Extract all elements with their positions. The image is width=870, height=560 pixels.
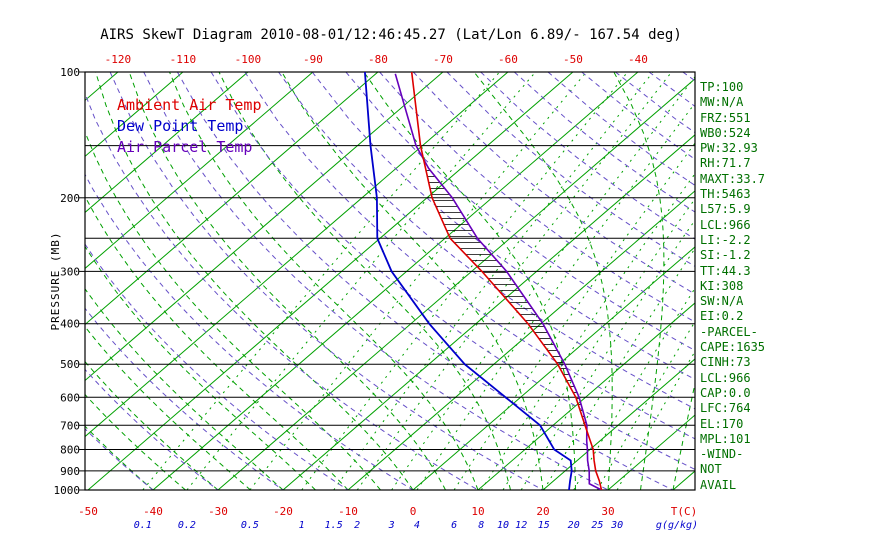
svg-text:-60: -60: [498, 53, 518, 66]
svg-text:-20: -20: [273, 505, 293, 518]
svg-text:300: 300: [60, 265, 80, 278]
stat-line: LCL:966: [700, 370, 751, 385]
stat-line: MAXT:33.7: [700, 171, 766, 186]
stat-line: SW:N/A: [700, 294, 744, 309]
svg-text:0.1: 0.1: [134, 520, 152, 531]
stat-line: AVAIL: [700, 477, 737, 492]
svg-text:900: 900: [60, 465, 80, 478]
svg-text:25: 25: [591, 520, 603, 531]
svg-text:T(C): T(C): [671, 505, 698, 518]
stat-line: TT:44.3: [700, 263, 751, 278]
stat-line: EI:0.2: [700, 309, 744, 324]
svg-text:30: 30: [601, 505, 614, 518]
pressure-axis-title: PRESSURE (MB): [49, 231, 62, 330]
cape-hatching: [426, 170, 587, 423]
stats-panel: TP:100 MW:N/A FRZ:551 WB0:524 PW:32.93 RH:71.…: [700, 80, 868, 493]
ambient-temp-curve: [410, 72, 603, 490]
svg-text:30: 30: [610, 520, 623, 531]
stat-line: EL:170: [700, 416, 744, 431]
legend: Ambient Air Temp Dew Point Temp Air Parc…: [117, 95, 262, 158]
svg-text:4: 4: [414, 520, 420, 531]
svg-text:10: 10: [471, 505, 484, 518]
stat-line: KI:308: [700, 278, 744, 293]
svg-text:20: 20: [536, 505, 549, 518]
bottom-temp-axis-labels: -50 -40 -30 -20 -10 0 10 20 30 T(C): [78, 505, 697, 518]
dew-point-curve: [364, 72, 573, 490]
stat-line: MW:N/A: [700, 95, 744, 110]
svg-text:2: 2: [354, 520, 360, 531]
stat-line: FRZ:551: [700, 110, 751, 125]
stat-line: WB0:524: [700, 125, 751, 140]
svg-text:-70: -70: [433, 53, 453, 66]
stat-line: CAPE:1635: [700, 340, 766, 355]
pressure-axis-labels: 100 200 300 400 500 600 700 800 900 1000: [54, 66, 81, 497]
stat-line: CINH:73: [700, 355, 751, 370]
svg-text:100: 100: [60, 66, 80, 79]
svg-text:8: 8: [478, 520, 484, 531]
svg-text:600: 600: [60, 391, 80, 404]
legend-item-ambient-temp: Ambient Air Temp: [117, 96, 262, 114]
stat-line: -PARCEL-: [700, 324, 758, 339]
stat-line: PW:32.93: [700, 141, 758, 156]
svg-text:PRESSURE (MB): PRESSURE (MB): [49, 231, 62, 330]
svg-text:0.5: 0.5: [241, 520, 259, 531]
svg-text:200: 200: [60, 192, 80, 205]
stat-line: LI:-2.2: [700, 232, 751, 247]
svg-text:0: 0: [410, 505, 417, 518]
stat-line: NOT: [700, 462, 722, 477]
svg-text:g(g/kg): g(g/kg): [656, 520, 698, 531]
svg-text:1: 1: [299, 520, 305, 531]
svg-text:1.5: 1.5: [325, 520, 343, 531]
svg-text:15: 15: [538, 520, 550, 531]
stat-line: LFC:764: [700, 401, 751, 416]
svg-text:400: 400: [60, 318, 80, 331]
chart-title: AIRS SkewT Diagram 2010-08-01/12:46:45.2…: [100, 27, 682, 43]
svg-text:6: 6: [451, 520, 457, 531]
svg-text:-120: -120: [105, 53, 132, 66]
legend-item-dew-point: Dew Point Temp: [117, 117, 244, 135]
stat-line: RH:71.7: [700, 156, 751, 171]
stat-line: CAP:0.0: [700, 385, 751, 400]
svg-text:800: 800: [60, 443, 80, 456]
svg-text:500: 500: [60, 358, 80, 371]
svg-text:-80: -80: [368, 53, 388, 66]
stat-line: -WIND-: [700, 447, 744, 462]
svg-text:-50: -50: [78, 505, 98, 518]
plot-frame: [84, 71, 696, 491]
svg-text:1000: 1000: [54, 484, 81, 497]
svg-text:12: 12: [515, 520, 527, 531]
stat-line: SI:-1.2: [700, 248, 751, 263]
svg-text:-30: -30: [208, 505, 228, 518]
legend-item-air-parcel: Air Parcel Temp: [117, 138, 253, 156]
stat-line: L57:5.9: [700, 202, 751, 217]
svg-text:-90: -90: [303, 53, 323, 66]
stat-line: MPL:101: [700, 431, 751, 446]
svg-text:20: 20: [568, 520, 580, 531]
stat-line: LCL:966: [700, 217, 751, 232]
svg-text:-40: -40: [143, 505, 163, 518]
svg-text:-50: -50: [563, 53, 583, 66]
svg-text:-10: -10: [338, 505, 358, 518]
svg-text:3: 3: [388, 520, 395, 531]
stat-line: TH:5463: [700, 187, 751, 202]
svg-text:0.2: 0.2: [178, 520, 196, 531]
svg-text:10: 10: [497, 520, 509, 531]
parcel-temp-curve: [394, 73, 602, 490]
svg-text:700: 700: [60, 419, 80, 432]
mixing-ratio-axis-labels: 0.1 0.2 0.5 1 1.5 2 3 4 6 8 10 12 15 20 25 30 g(g/kg): [134, 520, 698, 531]
stat-line: TP:100: [700, 80, 744, 94]
top-temp-axis-labels: -120 -110 -100 -90 -80 -70 -60 -50 -40: [105, 53, 648, 66]
svg-text:-100: -100: [235, 53, 262, 66]
svg-text:-110: -110: [170, 53, 197, 66]
svg-text:-40: -40: [628, 53, 648, 66]
sounding-curves: [364, 72, 603, 490]
